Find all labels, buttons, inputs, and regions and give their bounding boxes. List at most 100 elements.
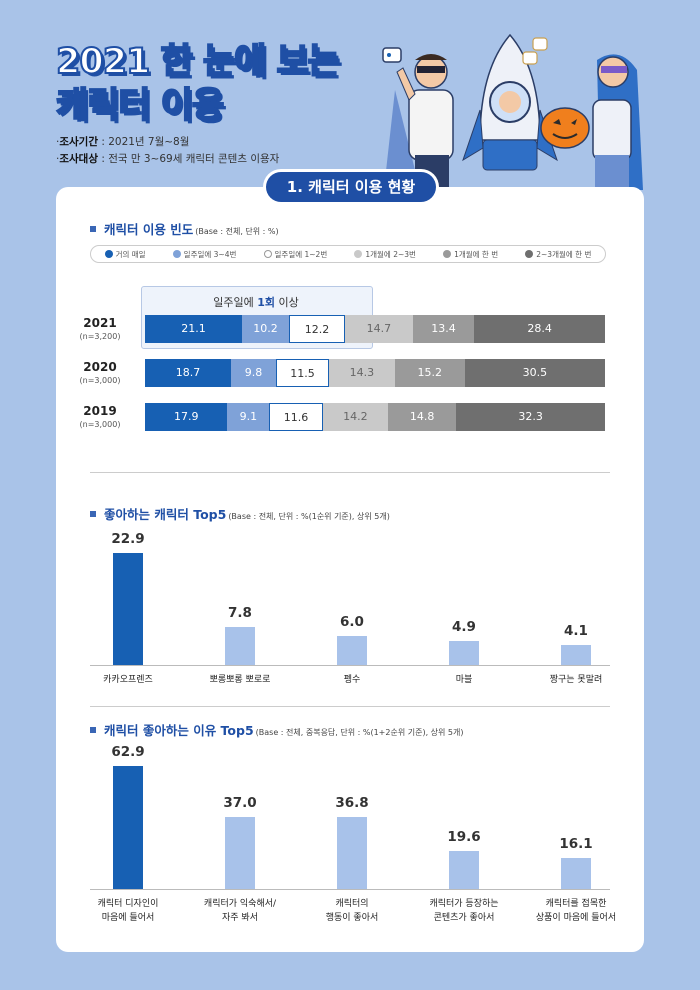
section-usage-frequency-title: 캐릭터 이용 빈도 (Base : 전체, 단위 : %) [90,219,279,238]
stacked-segment: 9.1 [227,403,270,431]
stacked-segment: 12.2 [288,315,346,343]
survey-meta: ·조사기간 : 2021년 7월~8월 ·조사대상 : 전국 만 3~69세 캐… [56,134,279,168]
row-year: 2019 [83,404,117,418]
stacked-segment: 18.7 [145,359,232,387]
weekly-highlight-bold: 1회 [257,296,275,309]
section-top5-characters-title: 좋아하는 캐릭터 Top5 (Base : 전체, 단위 : %(1순위 기준),… [90,504,390,523]
usage-frequency-title: 캐릭터 이용 빈도 [104,222,194,237]
stacked-segment: 32.3 [456,403,605,431]
category-line: 캐릭터를 접목한 [545,899,607,909]
stacked-segment: 17.9 [145,403,228,431]
bar [113,766,143,889]
chart-baseline [90,665,610,666]
legend-label: 1개월에 한 번 [454,249,499,259]
legend-item: 1개월에 2~3번 [354,249,416,260]
bar-value-label: 22.9 [111,531,145,547]
category-line: 콘텐츠가 좋아서 [433,913,495,923]
weekly-highlight-label: 일주일에 1회 이상 [141,294,371,310]
row-year-label: 2021 (n=3,200) [70,316,130,344]
category-line: 캐릭터가 등장하는 [429,899,499,909]
survey-period-label: 조사기간 [59,136,98,148]
section-marker-icon [90,225,96,232]
bar-value-label: 37.0 [223,794,257,811]
category-line: 짱구는 못말려 [549,675,603,685]
bar [337,817,367,889]
bar-value-label: 19.6 [447,828,481,845]
top5-characters-note: (Base : 전체, 단위 : %(1순위 기준), 상위 5개) [228,512,390,521]
row-year-label: 2019 (n=3,000) [70,404,130,432]
stacked-segment: 13.4 [412,315,475,343]
row-sample-size: (n=3,000) [79,376,121,385]
row-year-label: 2020 (n=3,000) [70,360,130,388]
survey-target-value: 전국 만 3~69세 캐릭터 콘텐츠 이용자 [108,153,280,165]
stacked-segment: 28.4 [474,315,605,343]
stacked-segment: 14.8 [388,403,457,431]
row-sample-size: (n=3,200) [79,332,121,341]
section-marker-icon [90,726,96,733]
stacked-segment: 14.2 [322,403,389,431]
survey-period: ·조사기간 : 2021년 7월~8월 [56,136,190,148]
section-top5-reasons-title: 캐릭터 좋아하는 이유 Top5 (Base : 전체, 중복응답, 단위 : %… [90,720,464,739]
legend-item: 2~3개월에 한 번 [525,249,591,260]
row-year: 2020 [83,360,117,374]
bar-category-label: 마블 [409,673,519,687]
stacked-segment: 14.3 [329,359,395,387]
category-line: 행동이 좋아서 [325,913,379,923]
top5-characters-title: 좋아하는 캐릭터 Top5 [104,507,227,522]
stacked-segment: 14.7 [345,315,413,343]
category-line: 자주 봐서 [222,913,258,923]
bar-value-label: 6.0 [340,613,364,630]
bar [113,553,143,665]
bar [449,641,479,665]
bar [337,635,367,665]
stacked-segment: 21.1 [145,315,243,343]
survey-period-value: 2021년 7월~8월 [108,136,190,148]
legend-item: 일주일에 1~2번 [263,249,328,260]
stacked-segment: 11.5 [276,359,329,387]
section-divider [90,472,610,473]
legend-item: 거의 매일 [104,249,146,260]
category-line: 캐릭터 디자인이 [97,899,159,909]
row-sample-size: (n=3,000) [79,420,121,429]
category-line: 펭수 [343,675,361,685]
bar-category-label: 캐릭터 디자인이 마음에 들어서 [73,897,183,925]
legend-swatch-icon [525,250,534,258]
legend-label: 일주일에 1~2번 [274,249,328,259]
section-marker-icon [90,510,96,517]
bar-category-label: 카카오프렌즈 [73,673,183,687]
category-line: 캐릭터가 익숙해서/ [203,899,277,909]
legend-swatch-icon [172,250,181,258]
bar [561,644,591,665]
top5-reasons-note: (Base : 전체, 중복응답, 단위 : %(1+2순위 기준), 상위 5… [255,728,464,737]
bar-value-label: 36.8 [335,795,369,812]
legend-label: 일주일에 3~4번 [183,249,237,259]
survey-target: ·조사대상 : 전국 만 3~69세 캐릭터 콘텐츠 이용자 [56,153,280,165]
category-line: 캐릭터의 [335,899,369,909]
usage-frequency-note: (Base : 전체, 단위 : %) [195,227,279,236]
legend-item: 일주일에 3~4번 [172,249,237,260]
bar-category-label: 짱구는 못말려 [521,673,631,687]
bar-category-label: 뽀롱뽀롱 뽀로로 [185,673,295,687]
section-divider [90,706,610,707]
legend-swatch-icon [354,250,363,258]
page-title-line-1: 2021 한 눈에 보는 [55,41,341,83]
bar-value-label: 4.1 [564,622,588,639]
legend-label: 거의 매일 [115,249,146,259]
category-line: 상품이 마음에 들어서 [535,913,617,923]
bar-value-label: 16.1 [559,835,593,852]
page-title: 2021 한 눈에 보는 캐릭터 이용 [55,40,341,128]
bar-value-label: 4.9 [452,619,476,636]
legend-swatch-icon [263,250,272,258]
stacked-segment: 9.8 [231,359,277,387]
category-line: 카카오프렌즈 [103,675,153,685]
legend-item: 1개월에 한 번 [443,249,498,260]
bar-value-label: 62.9 [111,744,145,760]
legend-swatch-icon [443,250,452,258]
bar [225,816,255,889]
category-line: 뽀롱뽀롱 뽀로로 [209,675,271,685]
stacked-segment: 15.2 [394,359,465,387]
chart-baseline [90,889,610,890]
